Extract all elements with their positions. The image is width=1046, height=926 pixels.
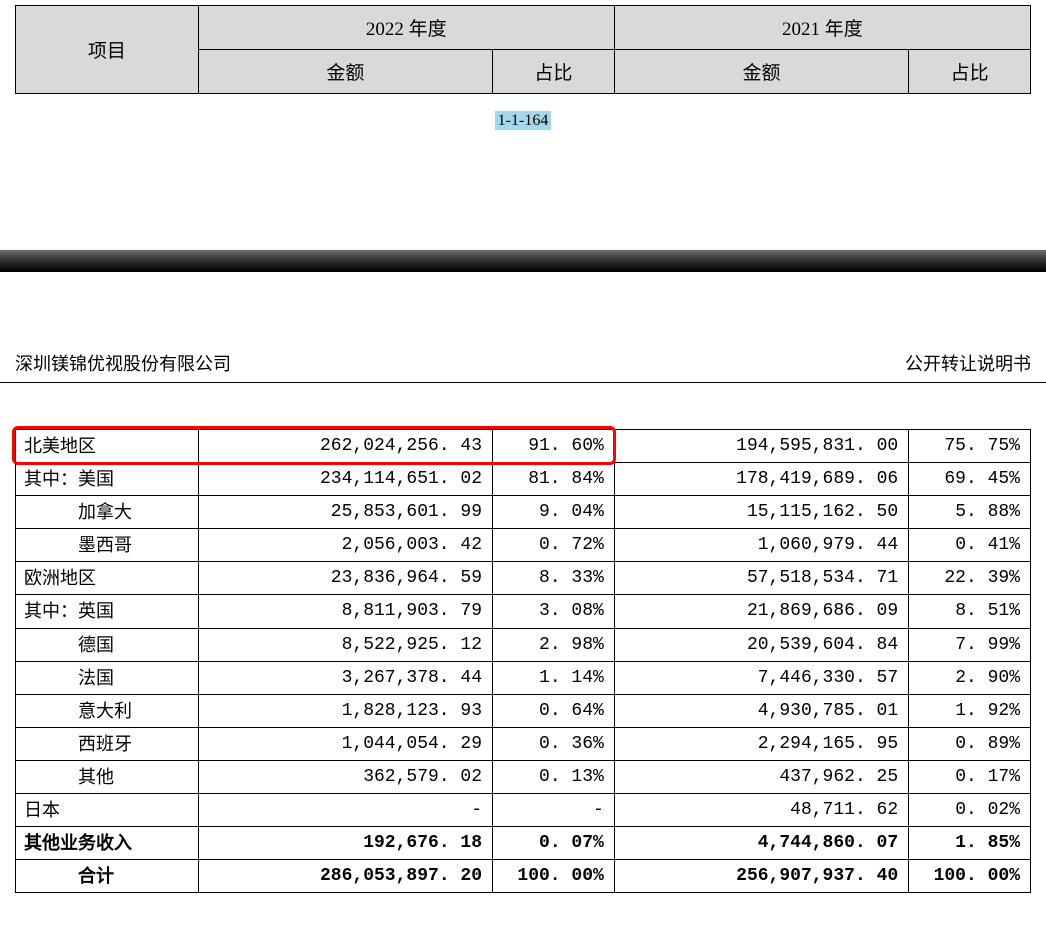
- table-row: 合计286,053,897. 20100. 00%256,907,937. 40…: [16, 860, 1031, 893]
- row-label: 北美地区: [16, 430, 199, 463]
- table-row: 墨西哥2,056,003. 420. 72%1,060,979. 440. 41…: [16, 529, 1031, 562]
- table-row: 日本--48,711. 620. 02%: [16, 794, 1031, 827]
- header-ratio-2021: 占比: [909, 50, 1031, 94]
- table-row: 其他362,579. 020. 13%437,962. 250. 17%: [16, 760, 1031, 793]
- page-number: 1-1-164: [15, 112, 1031, 130]
- row-label: 加拿大: [16, 496, 199, 529]
- percent-2021: 1. 85%: [909, 827, 1031, 860]
- percent-2021: 0. 17%: [909, 760, 1031, 793]
- percent-2021: 0. 41%: [909, 529, 1031, 562]
- amount-2022: 8,522,925. 12: [198, 628, 492, 661]
- doc-header: 深圳镁锦优视股份有限公司 公开转让说明书: [0, 350, 1046, 383]
- row-label: 其中：美国: [16, 463, 199, 496]
- amount-2021: 15,115,162. 50: [614, 496, 908, 529]
- percent-2022: 0. 72%: [493, 529, 615, 562]
- amount-2022: 8,811,903. 79: [198, 595, 492, 628]
- percent-2022: 3. 08%: [493, 595, 615, 628]
- percent-2021: 0. 02%: [909, 794, 1031, 827]
- percent-2021: 2. 90%: [909, 661, 1031, 694]
- header-ratio-2022: 占比: [493, 50, 615, 94]
- row-label: 其他: [16, 760, 199, 793]
- table-row: 加拿大25,853,601. 999. 04%15,115,162. 505. …: [16, 496, 1031, 529]
- table-row: 其他业务收入192,676. 180. 07%4,744,860. 071. 8…: [16, 827, 1031, 860]
- row-label: 西班牙: [16, 727, 199, 760]
- amount-2022: -: [198, 794, 492, 827]
- company-name: 深圳镁锦优视股份有限公司: [15, 350, 231, 376]
- table-row: 欧洲地区23,836,964. 598. 33%57,518,534. 7122…: [16, 562, 1031, 595]
- row-label: 法国: [16, 661, 199, 694]
- row-label: 意大利: [16, 694, 199, 727]
- row-label: 日本: [16, 794, 199, 827]
- amount-2022: 234,114,651. 02: [198, 463, 492, 496]
- amount-2021: 21,869,686. 09: [614, 595, 908, 628]
- amount-2022: 286,053,897. 20: [198, 860, 492, 893]
- page-divider: [0, 250, 1046, 272]
- percent-2022: 0. 13%: [493, 760, 615, 793]
- table-row: 西班牙1,044,054. 290. 36%2,294,165. 950. 89…: [16, 727, 1031, 760]
- percent-2022: 0. 64%: [493, 694, 615, 727]
- percent-2021: 1. 92%: [909, 694, 1031, 727]
- percent-2022: -: [493, 794, 615, 827]
- header-table: 项目 2022 年度 2021 年度 金额 占比 金额 占比: [15, 5, 1031, 94]
- amount-2021: 7,446,330. 57: [614, 661, 908, 694]
- amount-2022: 1,828,123. 93: [198, 694, 492, 727]
- header-amount-2021: 金额: [614, 50, 908, 94]
- doc-title: 公开转让说明书: [905, 350, 1031, 376]
- percent-2021: 22. 39%: [909, 562, 1031, 595]
- amount-2021: 4,744,860. 07: [614, 827, 908, 860]
- percent-2021: 75. 75%: [909, 430, 1031, 463]
- amount-2021: 20,539,604. 84: [614, 628, 908, 661]
- amount-2022: 1,044,054. 29: [198, 727, 492, 760]
- percent-2021: 69. 45%: [909, 463, 1031, 496]
- percent-2022: 2. 98%: [493, 628, 615, 661]
- amount-2021: 57,518,534. 71: [614, 562, 908, 595]
- row-label: 其中：英国: [16, 595, 199, 628]
- table-row: 意大利1,828,123. 930. 64%4,930,785. 011. 92…: [16, 694, 1031, 727]
- amount-2022: 192,676. 18: [198, 827, 492, 860]
- percent-2022: 81. 84%: [493, 463, 615, 496]
- percent-2022: 0. 07%: [493, 827, 615, 860]
- percent-2021: 0. 89%: [909, 727, 1031, 760]
- amount-2021: 48,711. 62: [614, 794, 908, 827]
- row-label: 其他业务收入: [16, 827, 199, 860]
- amount-2021: 178,419,689. 06: [614, 463, 908, 496]
- percent-2022: 0. 36%: [493, 727, 615, 760]
- table-row: 北美地区262,024,256. 4391. 60%194,595,831. 0…: [16, 430, 1031, 463]
- percent-2021: 7. 99%: [909, 628, 1031, 661]
- percent-2021: 5. 88%: [909, 496, 1031, 529]
- table-row: 其中：美国234,114,651. 0281. 84%178,419,689. …: [16, 463, 1031, 496]
- row-label: 德国: [16, 628, 199, 661]
- header-item: 项目: [16, 6, 199, 94]
- percent-2022: 100. 00%: [493, 860, 615, 893]
- percent-2022: 1. 14%: [493, 661, 615, 694]
- amount-2021: 256,907,937. 40: [614, 860, 908, 893]
- amount-2022: 262,024,256. 43: [198, 430, 492, 463]
- amount-2021: 437,962. 25: [614, 760, 908, 793]
- row-label: 墨西哥: [16, 529, 199, 562]
- row-label: 合计: [16, 860, 199, 893]
- header-year-2022: 2022 年度: [198, 6, 614, 50]
- amount-2021: 1,060,979. 44: [614, 529, 908, 562]
- table-row: 德国8,522,925. 122. 98%20,539,604. 847. 99…: [16, 628, 1031, 661]
- percent-2022: 9. 04%: [493, 496, 615, 529]
- amount-2022: 25,853,601. 99: [198, 496, 492, 529]
- amount-2022: 362,579. 02: [198, 760, 492, 793]
- percent-2021: 8. 51%: [909, 595, 1031, 628]
- amount-2021: 2,294,165. 95: [614, 727, 908, 760]
- row-label: 欧洲地区: [16, 562, 199, 595]
- header-amount-2022: 金额: [198, 50, 492, 94]
- amount-2022: 3,267,378. 44: [198, 661, 492, 694]
- percent-2022: 8. 33%: [493, 562, 615, 595]
- percent-2021: 100. 00%: [909, 860, 1031, 893]
- amount-2022: 2,056,003. 42: [198, 529, 492, 562]
- table-row: 其中：英国8,811,903. 793. 08%21,869,686. 098.…: [16, 595, 1031, 628]
- table-row: 法国3,267,378. 441. 14%7,446,330. 572. 90%: [16, 661, 1031, 694]
- amount-2021: 194,595,831. 00: [614, 430, 908, 463]
- amount-2021: 4,930,785. 01: [614, 694, 908, 727]
- amount-2022: 23,836,964. 59: [198, 562, 492, 595]
- percent-2022: 91. 60%: [493, 430, 615, 463]
- header-year-2021: 2021 年度: [614, 6, 1030, 50]
- regional-revenue-table: 北美地区262,024,256. 4391. 60%194,595,831. 0…: [15, 429, 1031, 893]
